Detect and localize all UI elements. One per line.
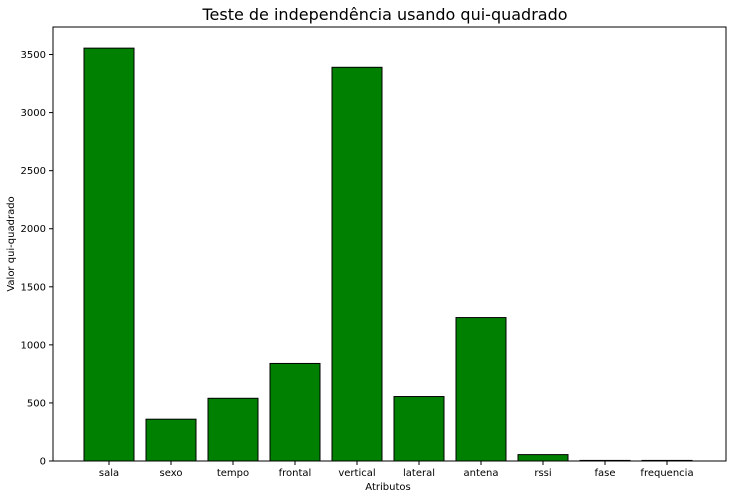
y-axis-label: Valor qui-quadrado (6, 196, 17, 291)
chart-title: Teste de independência usando qui-quadra… (201, 5, 567, 24)
y-tick-label: 1000 (21, 340, 46, 351)
y-ticks-group: 0 500 1000 1500 2000 2500 3000 3500 (21, 50, 53, 468)
x-tick-label: sexo (160, 468, 183, 479)
x-tick-label: vertical (338, 468, 375, 479)
bar-rssi (517, 454, 569, 462)
x-tick-label: sala (99, 468, 119, 479)
bar-tempo (207, 397, 259, 462)
bars-group (83, 47, 693, 462)
x-ticks-group: sala sexo tempo frontal vertical lateral anten… (99, 461, 694, 479)
y-tick-label: 3000 (21, 108, 46, 119)
bar-lateral (393, 396, 445, 462)
x-tick-label: fase (594, 468, 615, 479)
x-tick-label: antena (463, 468, 498, 479)
y-tick-label: 500 (27, 398, 46, 409)
bar-antena (455, 317, 507, 462)
y-tick-label: 1500 (21, 282, 46, 293)
bar-vertical (331, 66, 383, 462)
x-tick-label: frequencia (640, 468, 693, 479)
bar-sexo (145, 418, 197, 462)
x-tick-label: tempo (217, 468, 249, 479)
plot-frame (52, 26, 727, 462)
y-tick-label: 2000 (21, 224, 46, 235)
y-tick-label: 2500 (21, 166, 46, 177)
x-tick-label: frontal (279, 468, 312, 479)
bar-frontal (269, 362, 321, 462)
bar-sala (83, 47, 135, 462)
x-tick-label: rssi (534, 468, 551, 479)
y-tick-label: 3500 (21, 50, 46, 61)
y-tick-label: 0 (40, 457, 46, 468)
x-axis-label: Atributos (365, 482, 410, 493)
x-tick-label: lateral (403, 468, 435, 479)
